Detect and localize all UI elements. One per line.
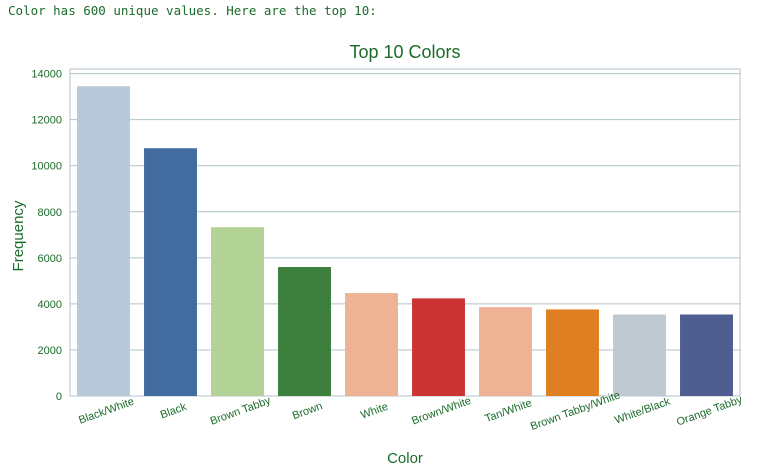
- y-tick-label: 6000: [38, 253, 62, 265]
- bar-layer: [77, 86, 733, 397]
- y-axis-label: Frequency: [10, 200, 27, 271]
- y-tick-label: 4000: [38, 299, 62, 311]
- bar: [680, 314, 733, 396]
- y-tick-label: 14000: [31, 69, 62, 81]
- y-tick-label: 2000: [38, 345, 62, 357]
- console-output: Color has 600 unique values. Here are th…: [8, 3, 377, 18]
- y-tick-label: 10000: [31, 161, 62, 173]
- y-tick-label: 12000: [31, 115, 62, 127]
- x-tick-label: Tan/White: [483, 397, 533, 425]
- x-tick-label: Brown: [291, 400, 324, 422]
- x-tick-label: Black/White: [77, 396, 136, 427]
- bar: [412, 298, 465, 396]
- chart-title: Top 10 Colors: [349, 42, 460, 62]
- bar: [144, 148, 197, 396]
- x-axis-label: Color: [387, 450, 423, 467]
- bar: [77, 86, 130, 397]
- bar: [479, 307, 532, 396]
- x-tick-label: Brown Tabby: [209, 395, 273, 428]
- y-tick-label: 8000: [38, 207, 62, 219]
- x-tick-label: White: [359, 401, 390, 422]
- bar: [345, 293, 398, 396]
- x-tick-label: Black: [159, 401, 189, 422]
- bar: [546, 309, 599, 396]
- bar: [211, 227, 264, 396]
- bar: [613, 314, 666, 396]
- x-tick-label: White/Black: [613, 395, 672, 426]
- bar: [278, 267, 331, 396]
- y-tick-label: 0: [56, 391, 62, 403]
- y-tick-labels: 0 2000 4000 6000 8000 10000 12000 14000: [31, 69, 62, 403]
- x-tick-label: Brown/White: [410, 395, 473, 428]
- x-tick-label: Orange Tabby: [675, 394, 744, 429]
